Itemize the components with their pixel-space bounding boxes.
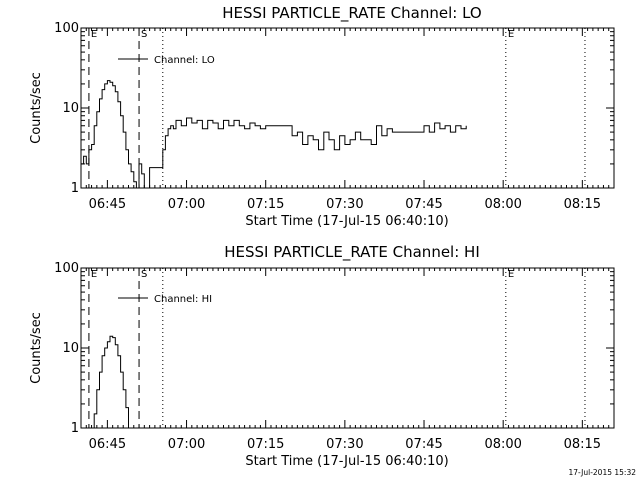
x-tick-label: 08:15 <box>564 197 601 212</box>
series-line-lo <box>81 80 467 189</box>
y-tick-label: 10 <box>62 341 79 356</box>
marker-label: S <box>141 269 147 280</box>
x-tick-label: 07:45 <box>405 197 442 212</box>
y-tick-label: 1 <box>71 181 79 196</box>
x-axis-label: Start Time (17-Jul-15 06:40:10) <box>245 214 448 229</box>
panel-hi: HESSI PARTICLE_RATE Channel: HI Counts/s… <box>29 243 615 469</box>
marker-label: E <box>91 269 97 280</box>
plot-frame <box>80 267 615 429</box>
y-tick-label: 100 <box>54 21 79 36</box>
x-tick-label: 07:15 <box>247 197 284 212</box>
x-ticks: 06:45 07:00 07:15 07:30 07:45 08:00 08:15 <box>80 268 615 452</box>
x-tick-label: 08:00 <box>484 437 521 452</box>
x-tick-label: 07:45 <box>405 437 442 452</box>
x-tick-label: 07:30 <box>326 197 363 212</box>
y-tick-label: 10 <box>62 101 79 116</box>
chart-title: HESSI PARTICLE_RATE Channel: LO <box>222 4 481 23</box>
y-axis-label: Counts/sec <box>29 312 44 384</box>
y-tick-label: 1 <box>71 421 79 436</box>
y-axis-label: Counts/sec <box>29 72 44 144</box>
x-tick-label: 08:15 <box>564 437 601 452</box>
chart-title: HESSI PARTICLE_RATE Channel: HI <box>224 243 480 262</box>
marker-label: E <box>91 29 97 40</box>
x-tick-label: 08:00 <box>484 197 521 212</box>
legend-label: Channel: LO <box>154 55 215 66</box>
panel-lo: HESSI PARTICLE_RATE Channel: LO Counts/s… <box>29 4 615 229</box>
marker-label: E <box>508 269 514 280</box>
y-tick-label: 100 <box>54 261 79 276</box>
footer-timestamp: 17-Jul-2015 15:32 <box>568 468 636 477</box>
legend-label: Channel: HI <box>154 294 212 305</box>
x-tick-label: 07:30 <box>326 437 363 452</box>
x-axis-label: Start Time (17-Jul-15 06:40:10) <box>245 454 448 469</box>
y-ticks: 1 10 100 <box>54 21 614 196</box>
x-tick-label: 07:00 <box>168 437 205 452</box>
x-tick-label: 06:45 <box>89 437 126 452</box>
marker-label: E <box>508 29 514 40</box>
y-ticks: 1 10 100 <box>54 261 614 436</box>
x-tick-label: 06:45 <box>89 197 126 212</box>
marker-label: S <box>141 29 147 40</box>
x-ticks: 06:45 07:00 07:15 07:30 07:45 08:00 08:15 <box>80 28 615 212</box>
plot-frame <box>80 27 615 189</box>
series-line-hi <box>91 335 129 429</box>
x-tick-label: 07:00 <box>168 197 205 212</box>
x-tick-label: 07:15 <box>247 437 284 452</box>
